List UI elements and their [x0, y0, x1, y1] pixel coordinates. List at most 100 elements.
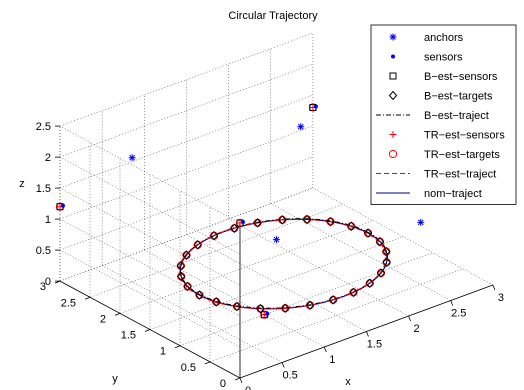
b-est-target-point [256, 303, 265, 314]
x-tick-mark [450, 300, 454, 306]
legend-item: TR−est−sensors [389, 130, 505, 142]
legend-item: TR−est−targets [388, 149, 500, 161]
axes [54, 125, 496, 384]
anchor-point [272, 236, 280, 244]
legend-marker [388, 149, 398, 159]
b-est-target-point [212, 297, 221, 307]
legend-marker [389, 33, 397, 41]
data-points [55, 103, 425, 319]
anchor-point [417, 218, 425, 226]
b-est-target-point [382, 257, 391, 268]
y-tick-mark [204, 361, 211, 365]
x-tick-label: 2 [414, 323, 420, 335]
legend-box [370, 24, 517, 205]
legend-item: B−est−targets [388, 90, 493, 103]
z-tick-label: 0.5 [36, 245, 51, 257]
b-est-target-point [347, 221, 356, 231]
b-est-target-point [363, 228, 373, 238]
grid-line [186, 234, 367, 332]
x-tick-mark [239, 377, 243, 384]
b-est-target-point [375, 236, 385, 247]
grid [59, 32, 494, 379]
x-tick-mark [408, 315, 411, 322]
anchor-point [128, 154, 136, 162]
b-est-target-point [302, 214, 312, 225]
sensor-point [61, 203, 65, 208]
sensor-point [241, 220, 245, 224]
trajectory-series [178, 218, 388, 310]
y-tick-mark [174, 345, 181, 349]
x-tick-label: 0 [245, 385, 251, 390]
x-tick-mark [323, 346, 327, 353]
z-axis-label: z [19, 178, 25, 190]
legend-label: anchors [424, 32, 464, 44]
b-est-target-point [183, 281, 192, 292]
z-tick-label: 0 [45, 276, 51, 288]
b-est-target-point [326, 216, 335, 227]
x-tick-mark [492, 284, 496, 291]
legend-label: TR−est−traject [424, 169, 496, 181]
legend-label: B−est−targets [424, 91, 493, 103]
x-tick-label: 1 [329, 354, 335, 366]
b-est-target-point [253, 218, 262, 228]
legend-label: TR−est−targets [424, 149, 500, 161]
anchor-point [297, 123, 305, 131]
b-est-target-point [232, 301, 242, 312]
grid-line [228, 218, 409, 317]
y-tick-label: 1.5 [121, 330, 136, 342]
grid-line [59, 125, 313, 220]
b-est-target-point [376, 268, 386, 278]
y-tick-mark [114, 313, 121, 316]
legend: anchors sensors B−est−sensors B−est−targets… [370, 24, 517, 205]
x-tick-mark [281, 362, 285, 368]
y-tick-label: 0.5 [181, 362, 196, 374]
legend-item: B−est−sensors [389, 71, 498, 83]
grid-line [59, 187, 241, 286]
legend-label: B−est−sensors [424, 71, 498, 83]
b-est-target-point [177, 271, 186, 282]
x-tick-label: 3 [498, 292, 504, 304]
legend-marker [391, 54, 395, 59]
b-est-target-point [193, 240, 202, 250]
z-tick-label: 2.5 [36, 121, 51, 133]
b-est-target-point [209, 230, 219, 241]
b-est-traject-line [180, 218, 388, 309]
b-est-target-point [230, 223, 239, 234]
grid-line [59, 218, 241, 317]
grid-line [59, 156, 241, 255]
legend-label: nom−traject [424, 188, 482, 200]
legend-item: nom−traject [376, 188, 482, 200]
grid-line [59, 125, 241, 224]
grid-line [102, 265, 283, 363]
b-est-target-point [182, 250, 191, 260]
b-est-target-point [328, 295, 338, 305]
legend-label: B−est−traject [424, 110, 489, 122]
y-tick-mark [84, 296, 91, 300]
x-tick-label: 0.5 [283, 370, 298, 382]
z-tick-label: 2 [45, 152, 51, 164]
b-est-target-point [195, 290, 204, 300]
legend-label: TR−est−sensors [424, 130, 505, 142]
b-est-target-point [382, 246, 391, 257]
y-tick-label: 3 [40, 281, 46, 293]
z-tick-label: 1.5 [36, 183, 51, 195]
y-tick-mark [144, 329, 151, 332]
b-est-target-point [305, 300, 315, 311]
z-tick-label: 1 [45, 214, 51, 226]
b-est-target-point [349, 287, 358, 298]
legend-marker [388, 90, 398, 101]
x-tick-mark [366, 331, 369, 337]
grid-line [59, 249, 241, 348]
legend-item: anchors [389, 32, 464, 44]
sensor-point [313, 104, 318, 109]
legend-item: sensors [391, 52, 463, 64]
legend-item: B−est−traject [376, 110, 489, 122]
b-est-target-point [365, 278, 374, 289]
legend-marker [389, 131, 397, 138]
grid-line [270, 203, 451, 301]
x-tick-label: 2.5 [451, 308, 466, 320]
y-tick-label: 2 [100, 313, 106, 325]
x-tick-label: 1.5 [367, 339, 382, 351]
